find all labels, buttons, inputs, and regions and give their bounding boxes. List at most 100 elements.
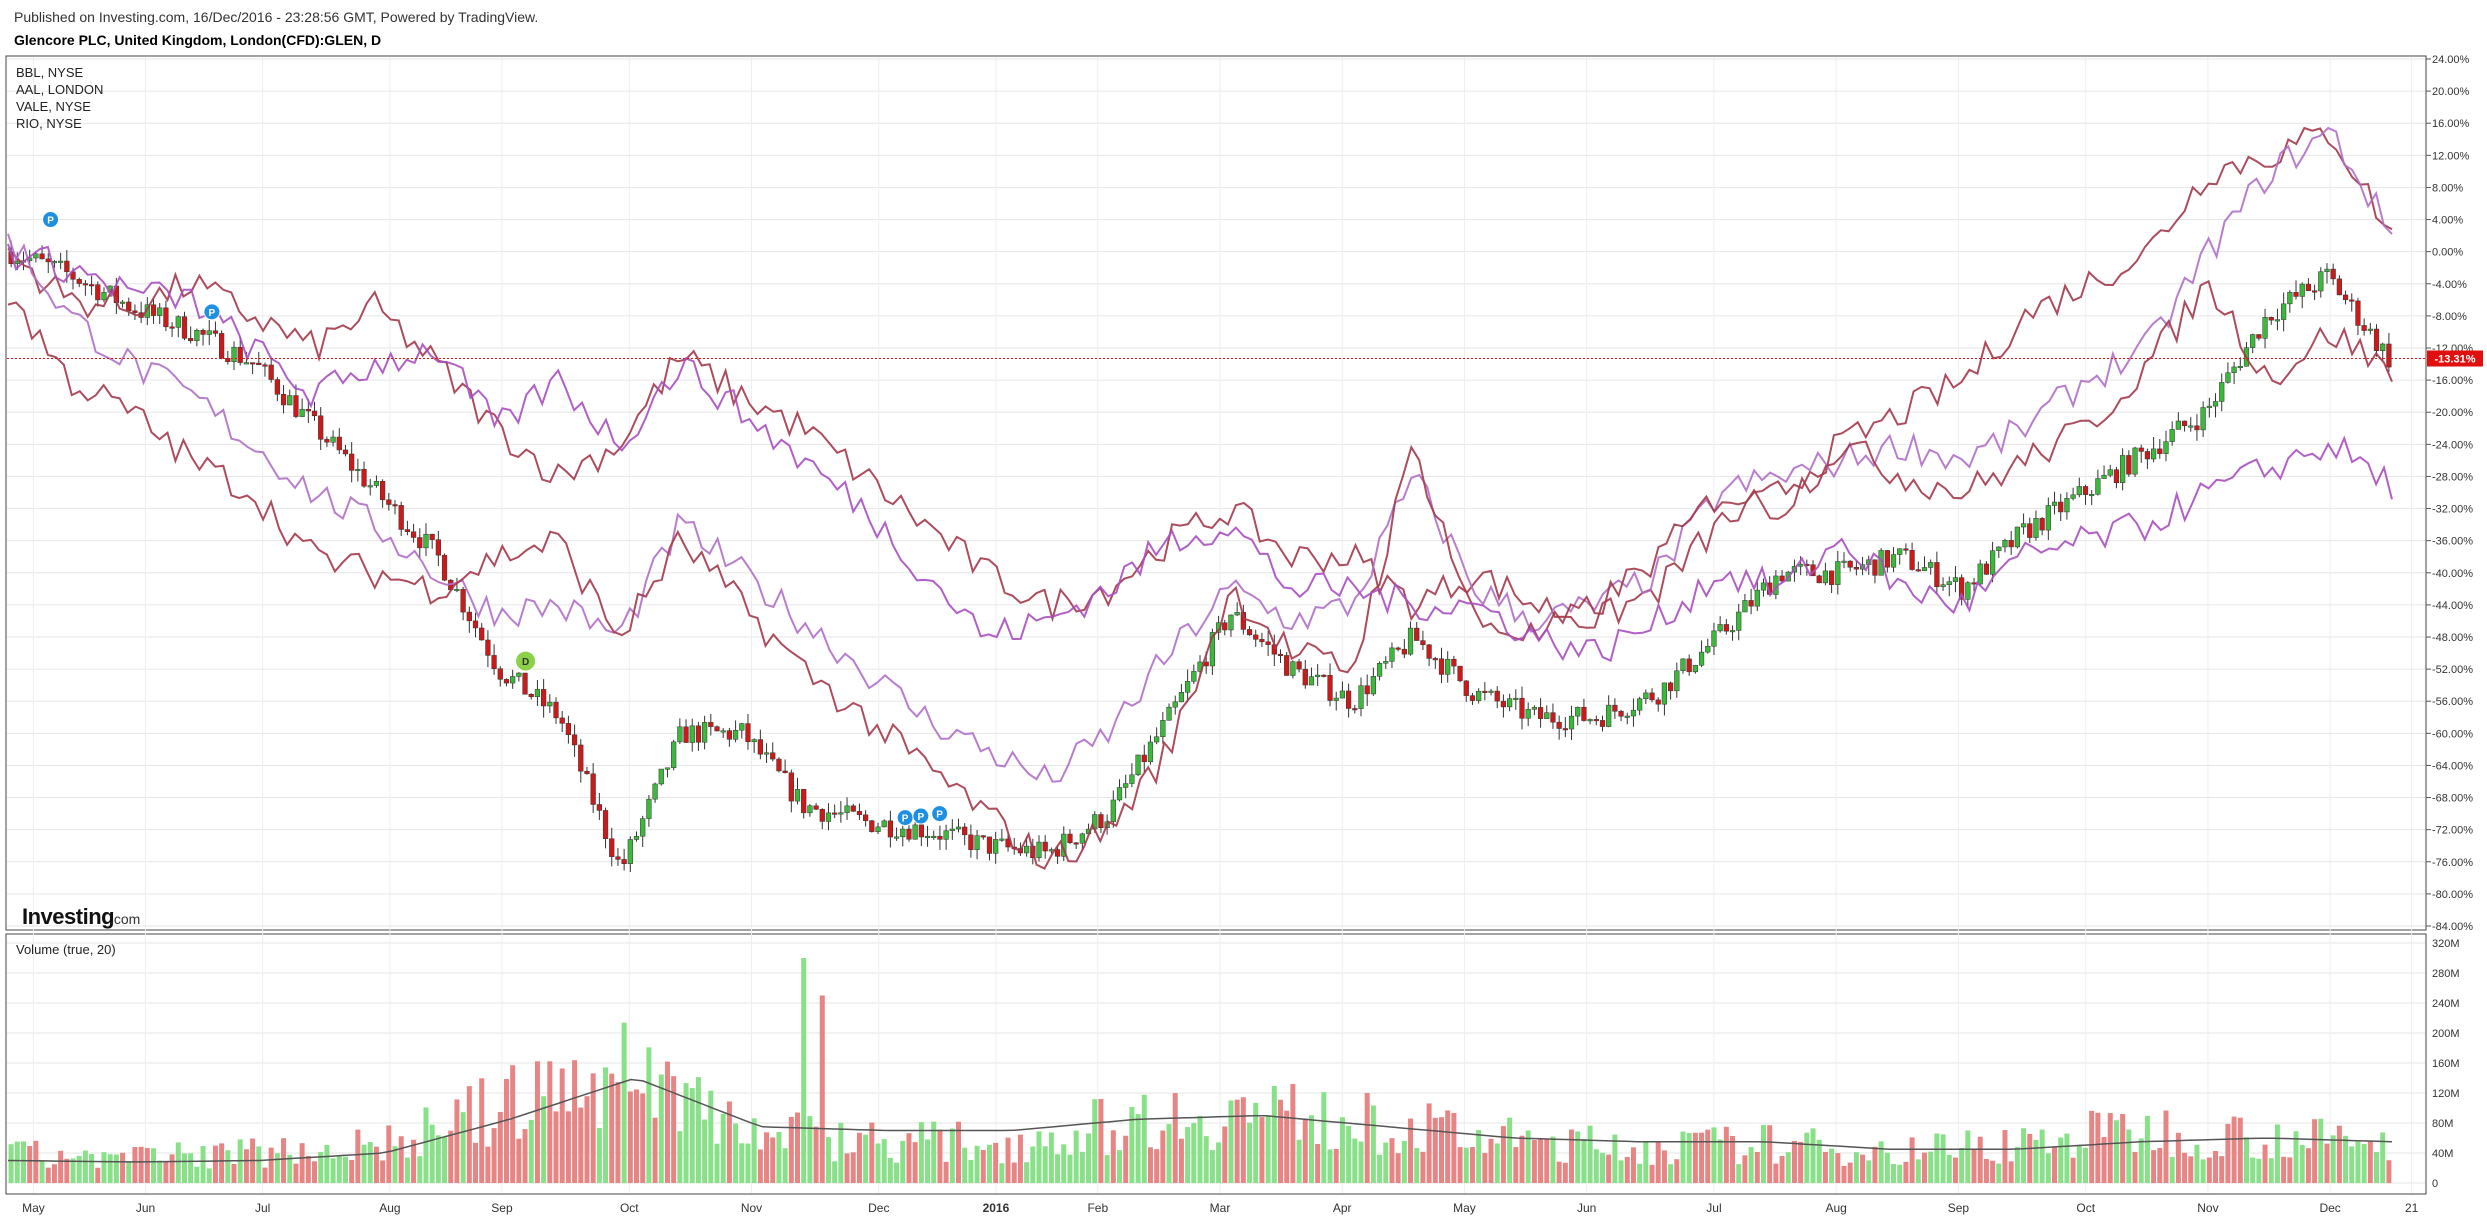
volume-bar bbox=[869, 1122, 875, 1183]
price-tick-label: -84.00% bbox=[2432, 921, 2473, 933]
volume-bar bbox=[2361, 1143, 2367, 1183]
event-marker[interactable] bbox=[912, 807, 930, 825]
volume-bar bbox=[70, 1158, 76, 1183]
axes-labels: 24.00% 20.00% 16.00% 12.00% 8.00% 4.00% 0.00% -… bbox=[7, 54, 2483, 1215]
candle-body bbox=[1748, 600, 1754, 607]
volume-bar bbox=[324, 1145, 330, 1183]
candle-body bbox=[2305, 283, 2312, 291]
published-note: Published on Investing.com, 16/Dec/2016 … bbox=[14, 9, 539, 25]
candle-body bbox=[553, 701, 559, 719]
candle-body bbox=[863, 814, 869, 821]
candle-body bbox=[318, 415, 324, 440]
candle-body bbox=[534, 689, 541, 698]
volume-bar bbox=[572, 1060, 578, 1183]
volume-bar bbox=[1278, 1099, 1283, 1183]
x-tick-label: Oct bbox=[620, 1201, 639, 1215]
candle-body bbox=[1525, 709, 1531, 719]
candle-body bbox=[367, 485, 373, 488]
volume-bar bbox=[287, 1154, 293, 1183]
volume-bar bbox=[838, 1122, 844, 1183]
volume-bar bbox=[1036, 1131, 1042, 1183]
volume-bar bbox=[2367, 1141, 2373, 1183]
volume-bar bbox=[1606, 1154, 1612, 1183]
candle-body bbox=[1742, 600, 1748, 613]
dividend-marker[interactable] bbox=[515, 650, 537, 672]
volume-bar bbox=[2330, 1135, 2336, 1183]
volume-bar bbox=[1816, 1139, 1822, 1183]
price-tick-label: -20.00% bbox=[2432, 407, 2473, 419]
volume-bar bbox=[1414, 1147, 1420, 1183]
candle-body bbox=[2014, 526, 2020, 548]
candle-body bbox=[2219, 382, 2225, 402]
volume-tick-label: 240M bbox=[2432, 998, 2460, 1010]
volume-bar bbox=[342, 1156, 348, 1183]
volume-bar bbox=[1668, 1164, 1674, 1183]
event-marker[interactable] bbox=[203, 303, 221, 321]
volume-bar bbox=[2194, 1144, 2200, 1183]
candle-body bbox=[2318, 271, 2324, 292]
volume-bar bbox=[1383, 1142, 1389, 1183]
candle-body bbox=[2293, 292, 2299, 297]
candle-body bbox=[1606, 704, 1612, 727]
volume-bar bbox=[1005, 1137, 1011, 1183]
volume-bar bbox=[1408, 1118, 1414, 1183]
volume-bar bbox=[1519, 1135, 1525, 1183]
volume-bar bbox=[726, 1101, 732, 1183]
candle-body bbox=[714, 726, 720, 732]
candle-body bbox=[423, 533, 429, 549]
candle-body bbox=[2070, 494, 2076, 499]
candle-body bbox=[646, 798, 652, 819]
volume-bar bbox=[640, 1093, 646, 1183]
volume-bar bbox=[466, 1086, 472, 1183]
volume-bar bbox=[1692, 1132, 1698, 1183]
candle-body bbox=[1971, 582, 1977, 585]
candle-body bbox=[1426, 644, 1432, 659]
candle-body bbox=[516, 672, 522, 677]
candle-body bbox=[1649, 692, 1655, 701]
volume-tick-label: 280M bbox=[2432, 968, 2460, 980]
candle-body bbox=[1816, 575, 1822, 584]
volume-bar bbox=[596, 1128, 602, 1183]
candle-body bbox=[2299, 283, 2305, 297]
volume-bar bbox=[231, 1164, 237, 1183]
event-marker[interactable] bbox=[42, 211, 60, 229]
candle-body bbox=[1581, 706, 1587, 721]
candle-body bbox=[287, 395, 293, 406]
volume-bar bbox=[491, 1128, 497, 1183]
candle-body bbox=[732, 729, 739, 740]
candle-body bbox=[695, 725, 702, 743]
candle-body bbox=[1940, 584, 1946, 588]
candle-body bbox=[1321, 674, 1327, 677]
comparison-legend: BBL, NYSE AAL, LONDON VALE, NYSE RIO, NYSE bbox=[16, 65, 103, 131]
volume-bar bbox=[1463, 1147, 1469, 1183]
candle-body bbox=[1054, 849, 1061, 857]
volume-bar bbox=[689, 1088, 695, 1183]
legend-item: AAL, LONDON bbox=[16, 82, 103, 97]
price-tick-label: 8.00% bbox=[2432, 182, 2463, 194]
volume-bar bbox=[485, 1146, 491, 1183]
volume-bar bbox=[1154, 1149, 1160, 1183]
volume-bar bbox=[107, 1154, 113, 1183]
volume-bar bbox=[262, 1167, 268, 1183]
volume-bar bbox=[1717, 1139, 1723, 1183]
volume-bar bbox=[1191, 1123, 1197, 1183]
candle-body bbox=[2373, 328, 2380, 351]
volume-bar bbox=[1141, 1094, 1147, 1183]
volume-bar bbox=[2052, 1146, 2058, 1183]
volume-bar bbox=[1742, 1155, 1748, 1183]
candle-body bbox=[157, 307, 163, 316]
volume-bar bbox=[429, 1124, 435, 1183]
candle-body bbox=[2200, 407, 2206, 431]
candle-body bbox=[1705, 646, 1711, 653]
candle-body bbox=[596, 804, 602, 811]
candle-body bbox=[491, 655, 497, 669]
event-marker[interactable] bbox=[931, 805, 949, 823]
volume-bar bbox=[361, 1144, 367, 1183]
volume-bar bbox=[1308, 1115, 1314, 1183]
candle-body bbox=[1952, 577, 1959, 582]
candle-body bbox=[1668, 682, 1674, 692]
candle-body bbox=[126, 301, 132, 312]
candle-body bbox=[788, 772, 794, 802]
